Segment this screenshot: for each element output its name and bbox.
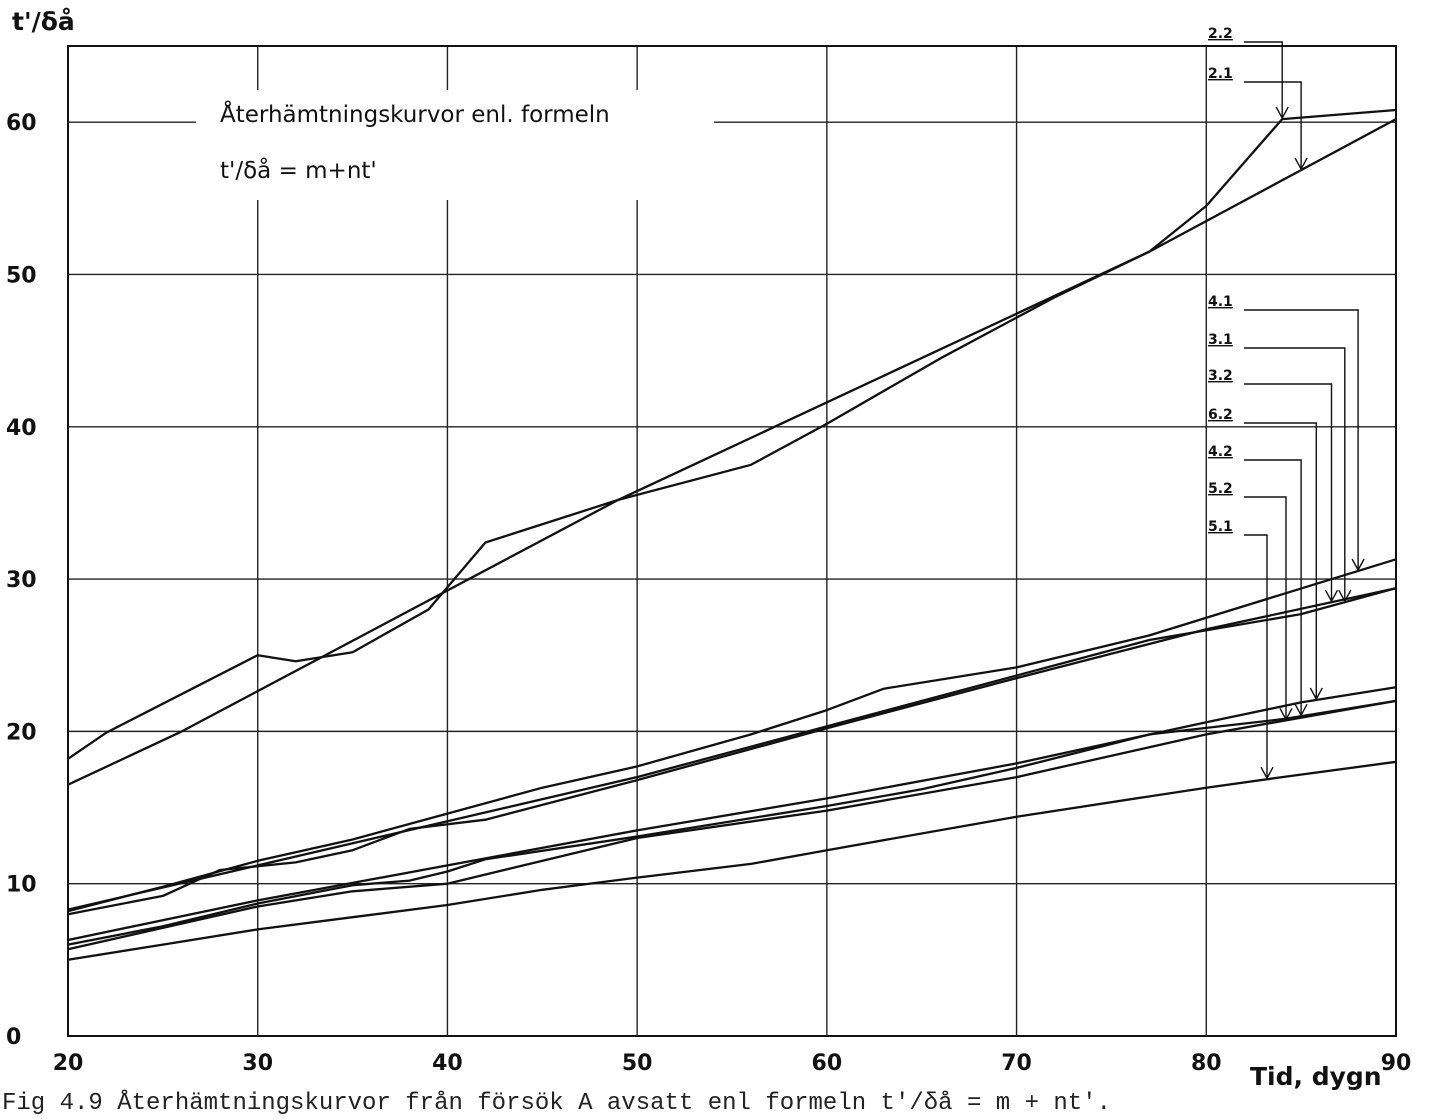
series-label-3.2: 3.2 [1208, 368, 1233, 384]
leader-arrow-2.1 [1294, 157, 1308, 171]
leader-line-4.2 [1244, 459, 1302, 715]
series-line-2.2 [67, 108, 1397, 760]
series-label-3.1: 3.1 [1208, 332, 1233, 348]
leader-line-6.2 [1244, 422, 1317, 698]
y-tick-label: 30 [6, 568, 37, 593]
series-line-2.1 [67, 118, 1397, 786]
series-label-5.2: 5.2 [1208, 481, 1233, 497]
x-tick-label: 90 [1381, 1051, 1412, 1076]
series-line-4.2 [67, 699, 1397, 946]
leader-arrow-5.1 [1260, 766, 1274, 780]
plot-frame [67, 45, 1397, 1037]
series-label-4.2: 4.2 [1208, 444, 1233, 460]
x-tick-label: 70 [1001, 1051, 1032, 1076]
y-tick-label: 10 [6, 873, 37, 898]
leader-line-3.2 [1244, 383, 1333, 601]
x-axis-label: Tid, dygn [1250, 1062, 1382, 1090]
series-line-5.2 [67, 699, 1397, 951]
series-lines [67, 108, 1397, 961]
leader-line-3.1 [1244, 347, 1346, 601]
series-label-2.1: 2.1 [1208, 66, 1233, 82]
series-line-6.2 [67, 686, 1397, 942]
leader-arrow-5.2 [1279, 708, 1293, 721]
series-line-3.1 [67, 587, 1397, 911]
x-tick-label: 60 [812, 1051, 843, 1076]
leader-line-2.2 [1244, 41, 1283, 118]
y-tick-label: 0 [6, 1025, 21, 1050]
y-axis-label: t'/δå [12, 7, 75, 36]
tick-labels: 20 30 40 50 60 70 80 90 0 10 20 30 40 50 60 [6, 111, 1411, 1076]
x-tick-label: 30 [242, 1051, 273, 1076]
leader-line-4.1 [1244, 309, 1359, 569]
x-tick-label: 50 [622, 1051, 653, 1076]
leader-arrow-4.2 [1294, 703, 1308, 717]
series-label-2.2: 2.2 [1208, 26, 1233, 42]
x-tick-label: 80 [1191, 1051, 1222, 1076]
series-label-4.1: 4.1 [1208, 294, 1233, 310]
figure-caption: Fig 4.9 Återhämtningskurvor från försök … [2, 1090, 1111, 1117]
series-line-5.1 [67, 760, 1397, 961]
chart-subtitle: t'/δå = m+nt' [220, 156, 377, 184]
series-label-6.2: 6.2 [1208, 407, 1233, 423]
series-labels: 2.2 2.1 4.1 3.1 3.2 6.2 4.2 5.2 5.1 [1208, 26, 1365, 780]
x-tick-label: 20 [53, 1051, 84, 1076]
leader-line-2.1 [1244, 81, 1302, 169]
y-tick-label: 40 [6, 416, 37, 441]
series-label-5.1: 5.1 [1208, 519, 1233, 535]
leader-arrow-4.1 [1351, 558, 1365, 572]
y-tick-label: 60 [6, 111, 37, 136]
chart: 20 30 40 50 60 70 80 90 0 10 20 30 40 50 60 t'/δå Tid,… [6, 7, 1411, 1090]
heading-backdrop [196, 90, 714, 200]
leader-arrow-3.1 [1338, 589, 1352, 603]
leader-line-5.2 [1244, 496, 1287, 719]
x-tick-label: 40 [432, 1051, 463, 1076]
leader-arrow-6.2 [1309, 687, 1323, 701]
y-tick-label: 50 [6, 263, 37, 288]
series-line-4.1 [67, 558, 1397, 913]
leader-arrow-2.2 [1275, 106, 1289, 120]
leader-line-5.1 [1244, 534, 1268, 778]
series-line-3.2 [67, 587, 1397, 916]
leader-arrow-3.2 [1324, 589, 1339, 603]
y-tick-label: 20 [6, 720, 37, 745]
chart-title: Återhämtningskurvor enl. formeln [220, 100, 610, 128]
